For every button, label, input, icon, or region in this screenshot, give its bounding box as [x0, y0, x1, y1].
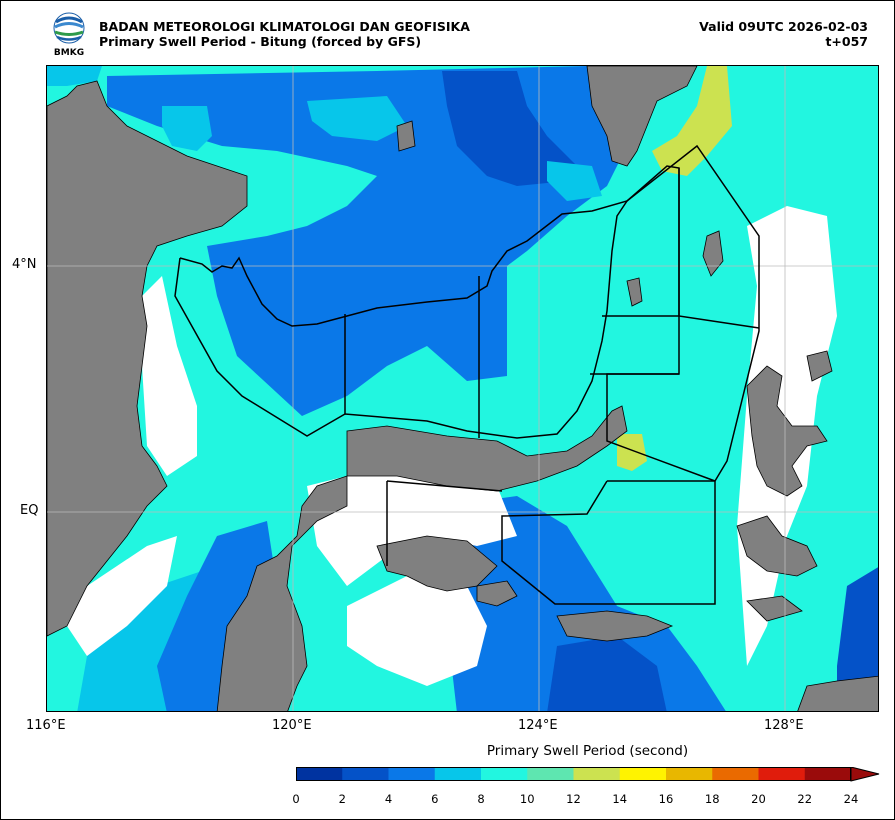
land-mindanao: [586, 66, 698, 167]
colorbar-title: Primary Swell Period (second): [486, 743, 689, 759]
sea-6-8s-patch-ne: [547, 161, 602, 201]
colorbar-cell: [481, 767, 528, 781]
colorbar-cell: [712, 767, 759, 781]
land-morotai: [806, 350, 833, 382]
land-seram: [746, 595, 803, 622]
swell-period-map[interactable]: [46, 65, 879, 712]
header-left: BADAN METEOROLOGI KLIMATOLOGI DAN GEOFIS…: [99, 19, 470, 49]
map-canvas: [47, 66, 878, 711]
land-halmahera-south: [736, 515, 818, 577]
lon-label-128: 128°E: [764, 718, 804, 733]
lon-label-120: 120°E: [272, 718, 312, 733]
land-talaud: [702, 230, 724, 277]
sea-6-8s-patch-corner: [47, 66, 102, 86]
land-small-island-ne: [396, 120, 416, 152]
colorbar-tick-label: 12: [566, 792, 581, 806]
land-borneo: [47, 80, 248, 637]
colorbar-cell: [296, 767, 343, 781]
lat-label-4n: 4°N: [12, 257, 37, 272]
sea-6-8s-patch-top: [307, 96, 407, 141]
sea-2-4s-region-east: [837, 567, 878, 711]
header-right: Valid 09UTC 2026-02-03 t+057: [699, 19, 868, 49]
colorbar-cell: [619, 767, 667, 781]
land-sula-islands: [476, 580, 518, 607]
land-halmahera: [746, 365, 828, 497]
lon-label-116: 116°E: [26, 718, 66, 733]
colorbar-cell: [666, 767, 713, 781]
colorbar-outline: [296, 767, 851, 781]
colorbar-tick-label: 4: [384, 792, 393, 806]
forecast-zone-boundaries: [174, 144, 760, 605]
colorbar-tick-label: 22: [797, 792, 813, 806]
sea-2-4s-region: [442, 71, 577, 186]
colorbar-cell: [388, 767, 436, 781]
colorbar-tick-label: 24: [843, 792, 859, 806]
no-data-area-sw: [67, 536, 177, 656]
colorbar: [296, 767, 880, 782]
sea-2-4s-region-south: [547, 636, 667, 711]
colorbar-cell: [758, 767, 806, 781]
grid-lines: [47, 66, 878, 711]
colorbar-tick-label: 10: [519, 792, 535, 806]
land-papua: [797, 675, 878, 711]
colorbar-tick-label: 8: [477, 792, 485, 806]
land-sangihe: [626, 277, 643, 307]
sea-12-14s-patch-north: [652, 66, 732, 176]
land-sulawesi-east-arm: [376, 535, 498, 592]
colorbar-extend-arrow: [850, 767, 880, 782]
lon-label-124: 124°E: [518, 718, 558, 733]
sea-12-14s-patch-center: [617, 434, 647, 471]
valid-time: Valid 09UTC 2026-02-03: [699, 19, 868, 34]
colorbar-tick-label: 16: [658, 792, 674, 806]
colorbar-tick-label: 18: [704, 792, 720, 806]
no-data-area-tomini: [307, 476, 517, 586]
colorbar-cell: [804, 767, 852, 781]
colorbar-tick-label: 14: [612, 792, 628, 806]
sea-4-6s-region-sw: [157, 521, 277, 711]
sea-6-8s-patch-north: [162, 106, 212, 151]
colorbar-cell: [527, 767, 574, 781]
land-sulawesi: [216, 405, 628, 711]
colorbar-cell: [573, 767, 621, 781]
bmkg-logo: BMKG: [48, 10, 90, 58]
no-data-area-south: [347, 566, 487, 686]
colorbar-cell: [342, 767, 389, 781]
agency-name: BADAN METEOROLOGI KLIMATOLOGI DAN GEOFIS…: [99, 19, 470, 34]
product-title: Primary Swell Period - Bitung (forced by…: [99, 34, 422, 49]
lead-time: t+057: [825, 34, 868, 49]
colorbar-tick-label: 20: [751, 792, 766, 806]
no-data-area-west: [142, 276, 197, 476]
colorbar-tick-label: 6: [431, 792, 439, 806]
land-buru: [556, 610, 674, 642]
colorbar-tick-label: 2: [338, 792, 346, 806]
lat-label-eq: EQ: [20, 503, 39, 518]
colorbar-tick-label: 0: [292, 792, 300, 806]
colorbar-cell: [434, 767, 482, 781]
logo-text: BMKG: [54, 48, 84, 58]
